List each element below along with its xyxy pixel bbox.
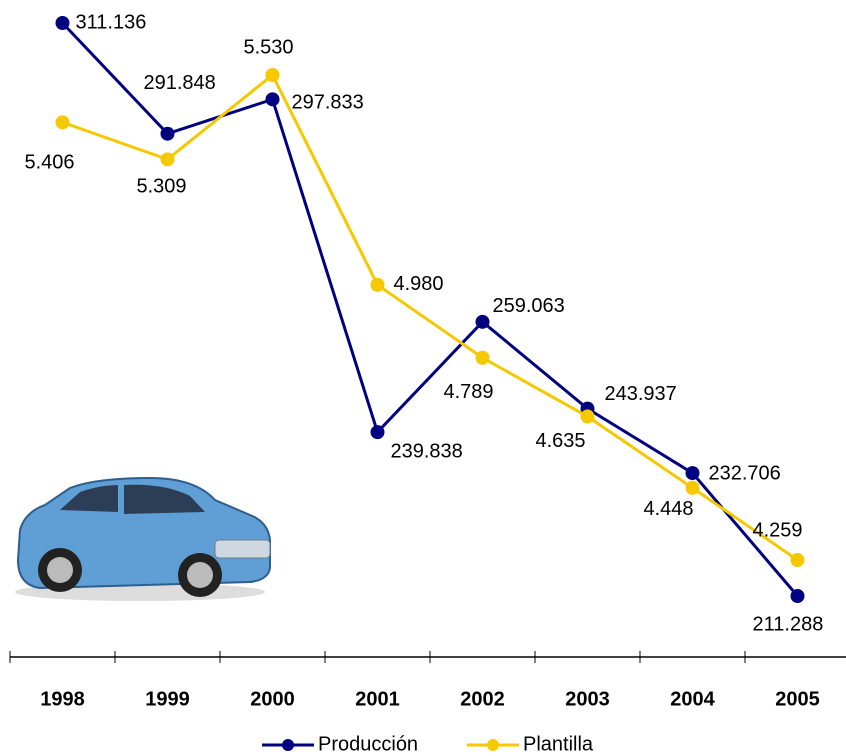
x-tick-label: 1998 (40, 688, 85, 710)
x-tick-label: 2003 (565, 688, 610, 710)
data-label: 243.937 (605, 383, 677, 405)
data-label: 232.706 (709, 462, 781, 484)
data-label: 4.259 (753, 519, 803, 541)
data-label: 291.848 (144, 72, 216, 94)
x-tick-label: 2001 (355, 688, 400, 710)
series-line (62, 72, 799, 562)
x-tick-label: 2004 (670, 688, 715, 710)
data-point (160, 152, 175, 167)
data-point (55, 115, 70, 130)
legend-label: Plantilla (523, 733, 594, 755)
data-point (265, 92, 280, 107)
data-point (475, 314, 490, 329)
data-label: 297.833 (292, 92, 364, 114)
legend-marker (282, 739, 294, 751)
data-point (790, 589, 805, 603)
data-point (475, 350, 490, 365)
series-line (61, 21, 799, 597)
data-label: 4.448 (644, 498, 694, 520)
data-label: 5.530 (244, 36, 294, 58)
data-label: 311.136 (76, 11, 147, 33)
data-label: 4.789 (444, 381, 494, 403)
data-point (265, 68, 280, 82)
data-label: 5.406 (25, 152, 75, 174)
legend-marker (487, 739, 499, 751)
data-point (685, 480, 700, 495)
data-label: 4.635 (536, 430, 586, 452)
data-point (790, 553, 805, 567)
data-point (370, 277, 385, 292)
data-point (160, 126, 175, 141)
data-point (370, 425, 385, 440)
data-label: 5.309 (137, 176, 187, 198)
data-label: 211.288 (753, 613, 824, 635)
data-label: 4.980 (394, 273, 444, 295)
x-tick-label: 1999 (145, 688, 190, 710)
data-point (580, 409, 595, 424)
x-tick-label: 2002 (460, 688, 505, 710)
legend-label: Producción (318, 733, 418, 755)
x-tick-label: 2000 (250, 688, 295, 710)
car-illustration (15, 476, 271, 601)
data-point (685, 466, 700, 481)
data-label: 239.838 (391, 440, 463, 462)
x-tick-label: 2005 (775, 688, 820, 710)
data-point (55, 16, 70, 30)
data-label: 259.063 (493, 295, 565, 317)
legend: Producción Plantilla (262, 733, 594, 755)
